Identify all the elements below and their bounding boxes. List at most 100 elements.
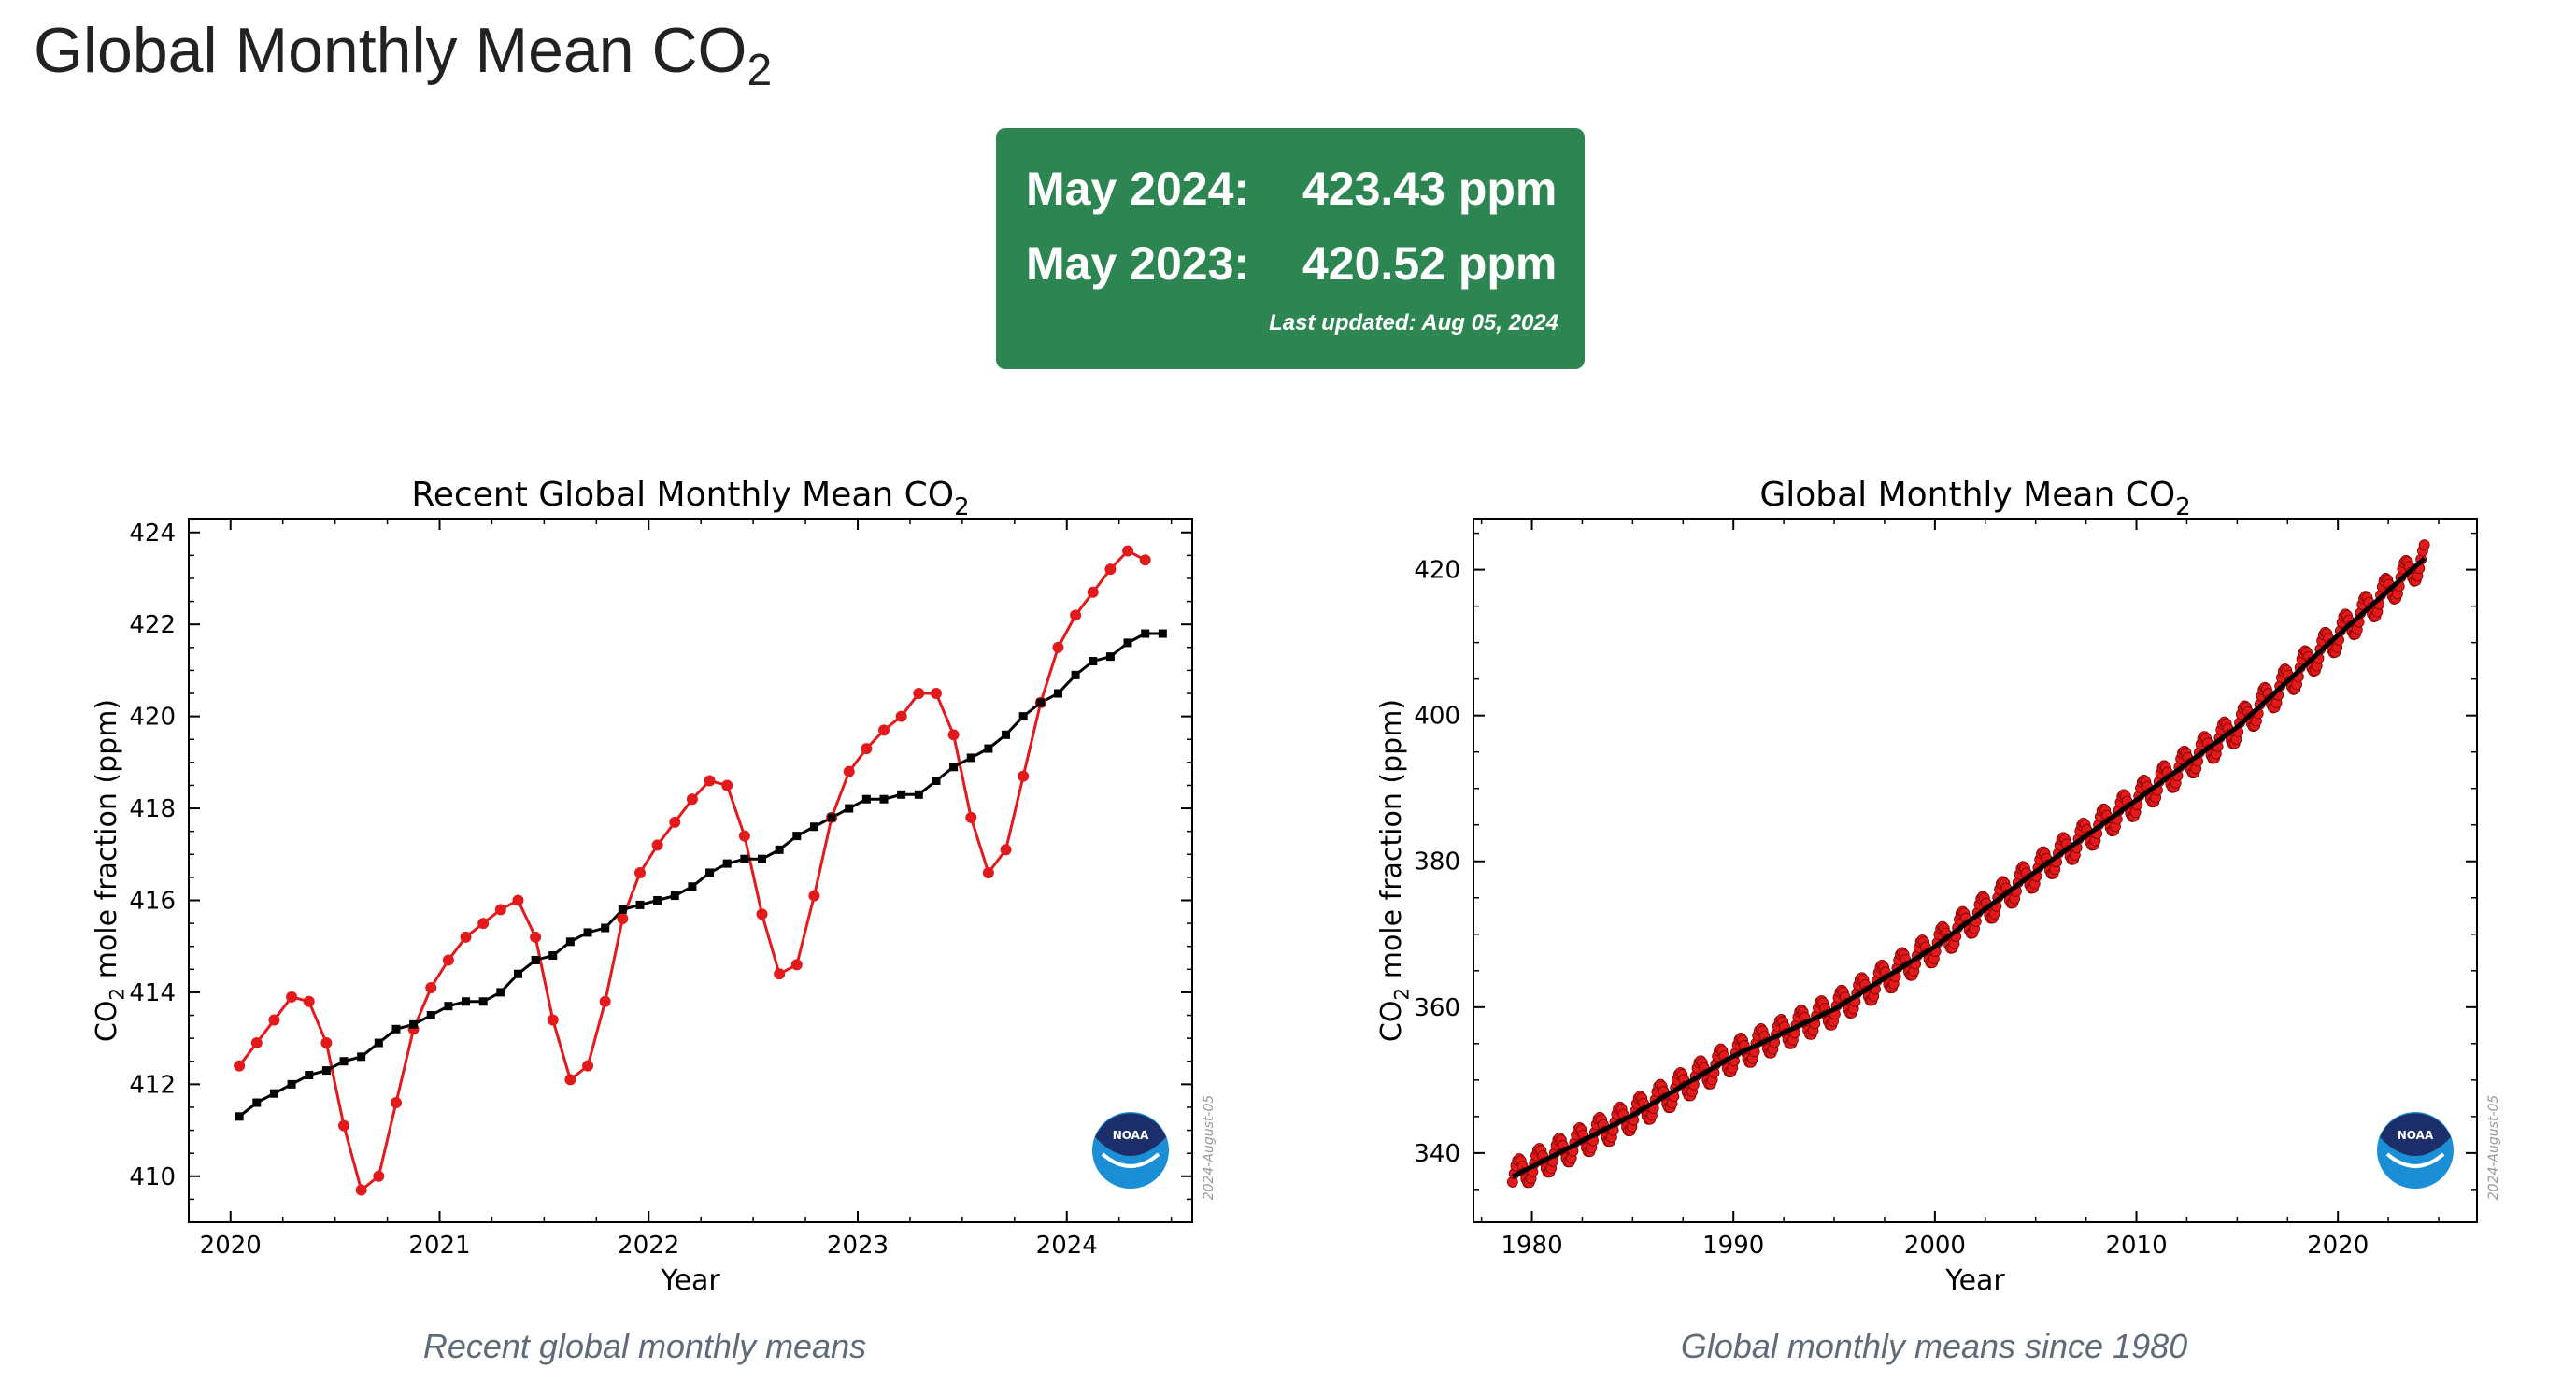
noaa-logo-icon: NOAA [1092,1112,1169,1189]
page-title: Global Monthly Mean CO2 [34,15,773,95]
trend-point [1036,698,1046,707]
y-tick-label: 380 [1414,848,1460,877]
trend-point [722,859,732,868]
trend-point [635,900,645,909]
recent-co2-chart: 2020 2021 2022 2023 2024 410 412 414 416 418 420 42… [56,458,1271,1327]
monthly-point [1070,609,1082,621]
trend-point [305,1071,314,1080]
trend-point [357,1052,366,1062]
y-tick-label: 424 [129,520,176,548]
monthly-point [373,1170,385,1182]
stat-value-current: 423.43 ppm [1302,163,1558,215]
y-tick-label: 340 [1414,1140,1460,1168]
monthly-point [460,931,472,943]
monthly-point [808,890,820,902]
trend-point [444,1002,453,1011]
trend-point [1089,657,1098,666]
monthly-point [530,931,542,943]
monthly-point [250,1037,263,1049]
monthly-point [355,1184,367,1196]
co2-stats-box: May 2024: 423.43 ppm May 2023: 420.52 ppm … [996,128,1585,369]
trend-point [861,794,871,804]
monthly-point [1139,554,1151,566]
trend-point [705,868,715,877]
y-tick-label: 414 [129,979,176,1007]
trend-point [462,997,471,1006]
y-tick-label: 410 [129,1163,176,1191]
noaa-logo-bird [1095,1113,1166,1156]
trend-point [688,882,697,891]
trend-point [1018,712,1028,721]
monthly-point [704,775,716,787]
recent-co2-chart-svg: 2020 2021 2022 2023 2024 410 412 414 416 418 420 42… [91,476,1217,1297]
trend-point [984,744,993,753]
x-tick-label: 2024 [1036,1232,1098,1260]
monthly-point [1087,586,1099,598]
y-tick-label: 420 [1414,557,1460,585]
monthly-point [338,1119,350,1132]
monthly-point [564,1074,576,1086]
trend-point [235,1112,244,1121]
monthly-point [320,1037,333,1049]
trend-point [565,937,575,947]
stat-row-current: May 2024: 423.43 ppm [1026,162,1557,216]
monthly-point [512,894,524,906]
y-tick-label: 416 [129,887,176,915]
chart-title: Global Monthly Mean CO2 [1759,476,2190,521]
x-tick-label: 2000 [1904,1232,1966,1260]
trend-point [391,1024,401,1034]
trend-point [932,777,941,786]
x-tick-label: 1980 [1501,1232,1562,1260]
stat-value-previous: 420.52 ppm [1302,237,1558,290]
x-tick-label: 2010 [2105,1232,2167,1260]
monthly-point [617,913,629,925]
x-tick-label: 2021 [408,1232,470,1260]
trend-point [827,813,836,822]
monthly-point [965,811,977,823]
stat-row-previous: May 2023: 420.52 ppm [1026,236,1557,291]
monthly-point [1122,545,1134,557]
monthly-point [861,743,873,755]
trend-point [374,1038,383,1048]
monthly-point [982,866,994,878]
trend-point [897,790,906,799]
monthly-point [686,793,698,806]
x-tick-label: 1990 [1702,1232,1764,1260]
monthly-point [494,904,506,916]
monthly-point [390,1097,402,1109]
y-tick-label: 400 [1414,703,1460,731]
trend-point [653,895,662,905]
trend-point [879,794,889,804]
monthly-mean-line [1511,544,2427,1184]
monthly-point [547,1014,559,1026]
x-tick-label: 2020 [2307,1232,2369,1260]
trend-point [548,951,558,961]
trend-point [409,1019,419,1029]
date-watermark: 2024-August-05 [2486,1095,2501,1201]
monthly-point [774,968,786,980]
noaa-logo-text: NOAA [1113,1129,1149,1142]
monthly-point [1000,844,1012,856]
trend-point [949,763,959,772]
monthly-point [1018,770,1030,782]
monthly-point [477,918,490,930]
trend-point [670,891,679,901]
monthly-point [286,991,298,1003]
monthly-point [947,729,960,741]
trend-point [339,1057,349,1066]
monthly-point [1052,641,1064,653]
trend-point [601,923,610,933]
trend-point [740,854,749,863]
monthly-point [633,866,646,878]
trend-point [1158,629,1167,638]
caption-recent: Recent global monthly means [422,1327,867,1365]
monthly-point [1104,563,1117,576]
monthly-point [756,908,768,920]
trend-line [1511,556,2427,1179]
y-tick-label: 422 [129,611,176,639]
longterm-co2-chart: 1980 1990 2000 2010 2020 340 360 380 400 420 Globa… [1350,458,2565,1327]
x-tick-label: 2022 [618,1232,679,1260]
monthly-point [843,765,855,777]
monthly-point [425,982,437,993]
trend-point [758,854,767,863]
